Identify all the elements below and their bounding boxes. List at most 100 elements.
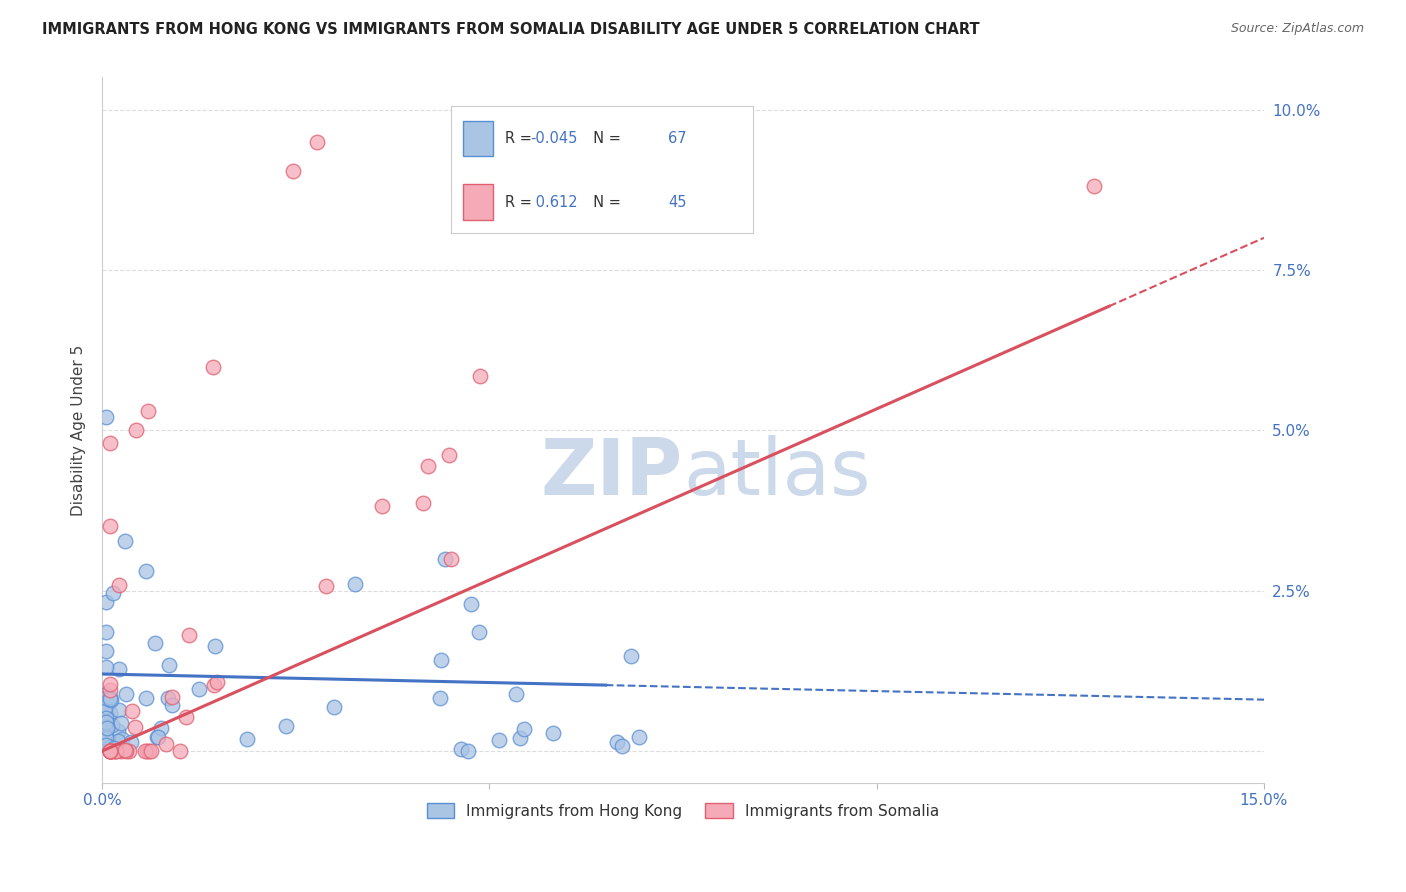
Point — [108, 702, 131, 716]
Point — [541, 726, 564, 740]
Point — [450, 741, 472, 756]
Point — [98, 740, 121, 755]
Point — [118, 744, 141, 758]
Point — [98, 744, 121, 758]
Point — [202, 359, 225, 374]
Point — [115, 744, 138, 758]
Point — [627, 730, 650, 744]
Point — [103, 741, 125, 756]
Point — [468, 369, 491, 384]
Point — [115, 687, 138, 701]
Point — [177, 628, 200, 642]
Point — [94, 739, 117, 753]
Point — [101, 586, 124, 600]
Point — [114, 533, 136, 548]
Point — [121, 704, 143, 718]
Point — [124, 720, 146, 734]
Point — [468, 624, 491, 639]
Point — [204, 677, 226, 691]
Point — [107, 733, 129, 747]
Point — [94, 714, 117, 729]
Point — [146, 730, 169, 744]
Point — [606, 735, 628, 749]
Point — [94, 731, 117, 746]
Point — [104, 744, 127, 758]
Point — [610, 739, 633, 753]
Text: IMMIGRANTS FROM HONG KONG VS IMMIGRANTS FROM SOMALIA DISABILITY AGE UNDER 5 CORR: IMMIGRANTS FROM HONG KONG VS IMMIGRANTS … — [42, 22, 980, 37]
Point — [155, 737, 177, 751]
Point — [105, 744, 128, 758]
Point — [416, 459, 439, 474]
Point — [204, 639, 226, 653]
Point — [141, 744, 163, 758]
Point — [120, 735, 142, 749]
Point — [98, 519, 121, 533]
Point — [94, 735, 117, 749]
Point — [440, 551, 463, 566]
Point — [98, 744, 121, 758]
Text: atlas: atlas — [683, 434, 870, 510]
Point — [146, 730, 169, 744]
Point — [134, 744, 156, 758]
Point — [343, 577, 366, 591]
Point — [114, 743, 136, 757]
Point — [143, 636, 166, 650]
Point — [98, 744, 121, 758]
Point — [136, 404, 159, 418]
Point — [107, 578, 129, 592]
Point — [508, 731, 530, 745]
Point — [138, 744, 160, 758]
Point — [110, 744, 132, 758]
Point — [100, 693, 122, 707]
Point — [94, 719, 117, 733]
Point — [98, 744, 121, 758]
Point — [98, 744, 121, 758]
Point — [94, 691, 117, 706]
Point — [98, 706, 121, 721]
Point — [429, 691, 451, 706]
Point — [370, 499, 392, 513]
Point — [488, 732, 510, 747]
Point — [160, 690, 183, 704]
Point — [281, 164, 304, 178]
Text: ZIP: ZIP — [541, 434, 683, 510]
Point — [322, 699, 344, 714]
Y-axis label: Disability Age Under 5: Disability Age Under 5 — [72, 344, 86, 516]
Point — [94, 410, 117, 425]
Point — [94, 687, 117, 701]
Point — [94, 699, 117, 714]
Legend: Immigrants from Hong Kong, Immigrants from Somalia: Immigrants from Hong Kong, Immigrants fr… — [420, 797, 946, 825]
Point — [98, 436, 121, 450]
Point — [107, 723, 129, 738]
Point — [136, 744, 159, 758]
Point — [108, 662, 131, 676]
Point — [134, 565, 156, 579]
Text: Source: ZipAtlas.com: Source: ZipAtlas.com — [1230, 22, 1364, 36]
Point — [430, 653, 453, 667]
Point — [98, 690, 121, 704]
Point — [94, 595, 117, 609]
Point — [188, 681, 211, 696]
Point — [1083, 179, 1105, 194]
Point — [125, 423, 148, 437]
Point — [307, 135, 329, 149]
Point — [169, 744, 191, 758]
Point — [437, 448, 460, 462]
Point — [433, 551, 456, 566]
Point — [101, 718, 124, 732]
Point — [236, 731, 259, 746]
Point — [98, 676, 121, 690]
Point — [98, 744, 121, 758]
Point — [94, 720, 117, 734]
Point — [505, 687, 527, 701]
Point — [94, 711, 117, 725]
Point — [111, 732, 134, 747]
Point — [457, 744, 479, 758]
Point — [412, 496, 434, 510]
Point — [94, 644, 117, 658]
Point — [94, 723, 117, 737]
Point — [174, 710, 197, 724]
Point — [157, 657, 180, 672]
Point — [96, 625, 118, 640]
Point — [98, 683, 121, 698]
